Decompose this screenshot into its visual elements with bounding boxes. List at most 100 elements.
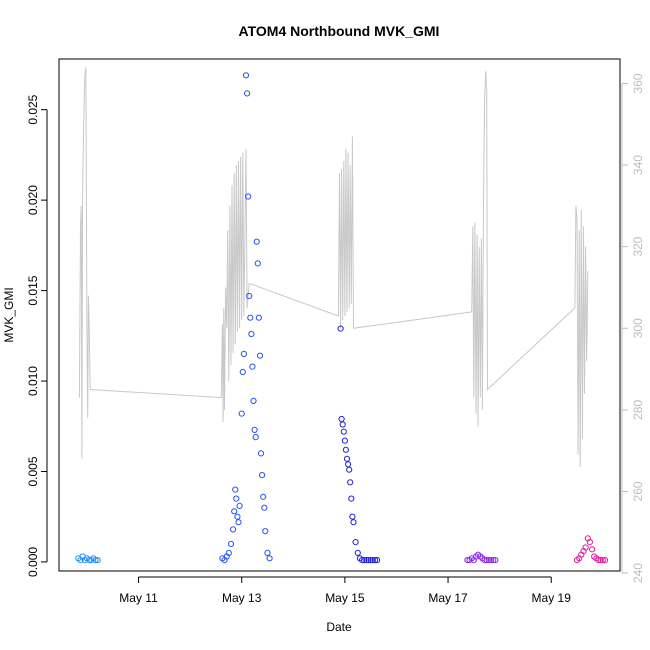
y-axis-left: 0.000 0.005 0.010 0.015 0.020 0.025 (26, 94, 48, 577)
x-axis-label: Date (326, 620, 352, 634)
data-point-series-2 (257, 450, 265, 457)
data-point-series-3 (347, 479, 354, 486)
data-point-series-5 (601, 557, 609, 564)
data-point-series-2 (249, 363, 256, 370)
y-right-tick-label: 340 (631, 155, 645, 175)
y-left-tick-label: 0.005 (26, 456, 40, 486)
data-point-series-2 (232, 486, 239, 493)
x-tick-label: May 17 (428, 591, 468, 605)
y-right-tick-label: 280 (631, 400, 645, 420)
data-point-series-2 (242, 72, 250, 79)
y-right-tick-label: 320 (631, 236, 645, 256)
data-point-series-3 (369, 557, 376, 564)
secondary-line-layer (78, 67, 589, 468)
y-axis-right: 240 260 280 300 320 340 360 (621, 73, 645, 583)
chart-title: ATOM4 Northbound MVK_GMI (239, 23, 440, 39)
data-point-series-2 (238, 410, 245, 417)
points-layer (75, 72, 609, 564)
data-point-series-5 (589, 546, 596, 553)
data-point-series-3 (341, 437, 348, 444)
y-left-tick-label: 0.025 (26, 94, 40, 124)
data-point-series-3 (350, 519, 357, 526)
x-axis: May 11 May 13 May 15 May 17 May 19 (119, 576, 572, 605)
data-point-series-2 (252, 434, 259, 441)
data-point-series-3 (337, 325, 344, 332)
data-point-series-2 (247, 314, 254, 321)
y-right-tick-label: 240 (631, 563, 645, 583)
y-left-tick-label: 0.020 (26, 185, 40, 215)
data-point-series-2 (235, 519, 242, 526)
data-point-series-3 (371, 557, 379, 564)
data-point-series-5 (595, 557, 602, 564)
plot-frame (58, 58, 621, 572)
x-tick-label: May 11 (119, 591, 158, 605)
data-point-series-2 (236, 502, 243, 509)
y-axis-label: MVK_GMI (2, 287, 16, 342)
data-point-series-3 (363, 557, 370, 564)
data-point-series-2 (244, 90, 251, 97)
y-right-tick-label: 360 (631, 73, 645, 93)
data-point-series-3 (346, 466, 353, 473)
data-point-series-4 (490, 557, 497, 564)
data-point-series-2 (245, 193, 252, 200)
data-point-series-5 (586, 539, 594, 546)
y-left-tick-label: 0.015 (26, 275, 40, 305)
data-point-series-2 (231, 508, 238, 515)
data-point-series-3 (342, 446, 349, 453)
data-point-series-5 (597, 557, 604, 564)
data-point-series-2 (234, 513, 241, 520)
data-point-series-3 (359, 557, 366, 564)
data-point-series-3 (374, 557, 381, 564)
data-point-series-3 (345, 461, 352, 468)
data-point-series-2 (250, 397, 257, 404)
data-point-series-2 (227, 540, 235, 548)
data-point-series-2 (254, 260, 261, 267)
data-point-series-2 (251, 426, 258, 433)
data-point-series-4 (483, 557, 490, 564)
data-point-series-2 (230, 526, 237, 533)
y-right-tick-label: 260 (631, 481, 645, 501)
data-point-series-4 (487, 557, 495, 564)
data-point-series-3 (365, 557, 372, 564)
data-point-series-5 (582, 544, 589, 551)
data-point-series-2 (262, 528, 269, 535)
data-point-series-2 (259, 472, 266, 479)
y-left-tick-label: 0.000 (26, 547, 40, 577)
data-point-series-2 (261, 504, 268, 511)
data-point-series-2 (264, 549, 271, 557)
data-point-series-3 (349, 513, 356, 520)
data-point-series-3 (352, 539, 359, 546)
data-point-series-2 (253, 238, 260, 245)
data-point-series-2 (239, 368, 246, 376)
data-point-series-2 (246, 292, 253, 300)
data-point-series-3 (348, 495, 355, 502)
data-point-series-2 (240, 350, 247, 357)
y-left-tick-label: 0.010 (26, 366, 40, 396)
data-point-series-3 (361, 557, 368, 564)
data-point-series-1 (92, 557, 99, 564)
data-point-series-4 (485, 557, 492, 564)
data-point-series-2 (256, 352, 264, 359)
data-point-series-3 (338, 415, 345, 423)
data-point-series-3 (340, 428, 347, 435)
data-point-series-2 (248, 330, 255, 338)
x-tick-label: May 15 (325, 591, 365, 605)
data-point-series-3 (367, 557, 374, 564)
data-point-series-2 (233, 495, 240, 502)
data-point-series-1 (94, 557, 101, 564)
secondary-series-line (78, 67, 589, 468)
data-point-series-3 (354, 549, 361, 557)
data-point-series-2 (255, 314, 262, 321)
data-point-series-3 (343, 455, 351, 462)
x-tick-label: May 19 (532, 591, 572, 605)
data-point-series-2 (266, 555, 273, 562)
data-point-series-5 (599, 557, 606, 564)
data-point-series-2 (260, 493, 267, 500)
data-point-series-2 (225, 549, 232, 557)
y-right-tick-label: 300 (631, 318, 645, 338)
data-point-series-4 (492, 557, 499, 564)
data-point-series-4 (481, 557, 488, 564)
x-tick-label: May 13 (222, 591, 262, 605)
data-point-series-3 (339, 421, 346, 428)
